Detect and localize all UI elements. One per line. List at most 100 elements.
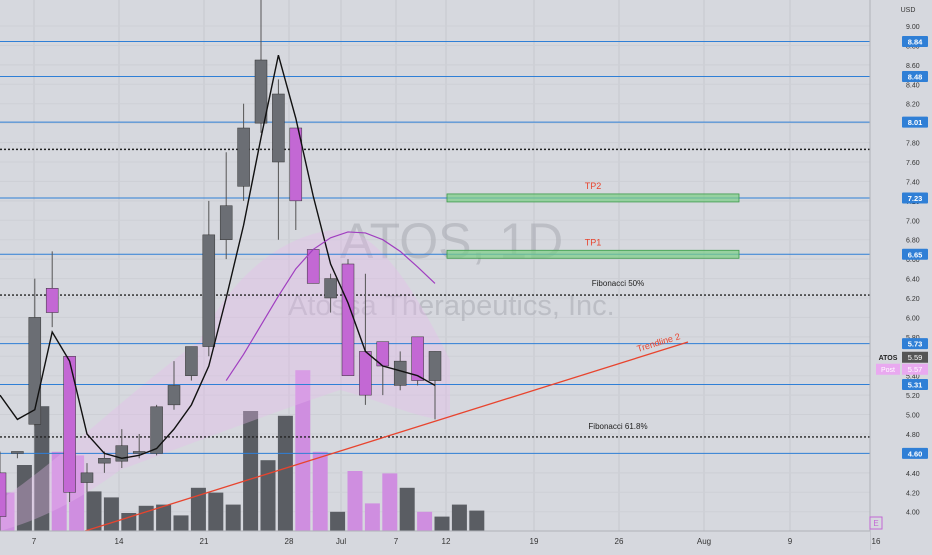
candle-body <box>428 351 442 381</box>
ticker-price: 5.59 <box>908 353 923 362</box>
volume-bar <box>277 415 293 531</box>
candle-body <box>254 59 268 124</box>
volume-bar <box>225 504 241 531</box>
y-tick-label: 6.40 <box>906 277 920 284</box>
volume-bar <box>51 451 67 531</box>
candle-body <box>0 472 7 517</box>
volume-bar <box>86 491 102 531</box>
y-tick-label: 7.80 <box>906 141 920 148</box>
candle-body <box>150 406 163 454</box>
candle-body <box>393 360 407 386</box>
post-tag-bg <box>876 363 900 375</box>
candle-body <box>11 451 24 454</box>
volume-bar <box>103 497 119 531</box>
footer-icon-box <box>869 516 883 530</box>
candle-body <box>324 278 337 299</box>
price-tag-5.31: 5.31 <box>908 380 923 389</box>
ma-slow-line <box>225 231 436 381</box>
volume-bar <box>173 515 189 531</box>
candle-body <box>219 205 233 240</box>
volume-bar <box>138 505 154 531</box>
footer-icon: E <box>873 519 878 528</box>
x-tick-label: 12 <box>442 537 451 546</box>
price-tag-6.65: 6.65 <box>908 250 923 259</box>
y-tick-label: 8.60 <box>906 63 920 70</box>
candle-body <box>359 351 372 396</box>
volume-bar <box>417 511 433 531</box>
volume-bar <box>190 487 206 531</box>
volume-bar <box>469 510 485 531</box>
volume-bar <box>295 370 311 531</box>
ticker-tag-bg <box>876 351 900 363</box>
y-tick-label: 5.40 <box>906 374 920 381</box>
volume-bar <box>208 492 224 531</box>
x-tick-label: 26 <box>615 537 624 546</box>
y-tick-label: 8.40 <box>906 82 920 89</box>
candle-body <box>272 93 285 163</box>
y-tick-label: 7.60 <box>906 160 920 167</box>
price-tag-7.23: 7.23 <box>908 194 923 203</box>
volume-bar <box>330 511 346 531</box>
y-tick-label: 6.80 <box>906 238 920 245</box>
candle-body <box>80 472 94 483</box>
x-tick-label: 19 <box>530 537 539 546</box>
ma-fast-line <box>0 54 436 459</box>
candle-body <box>237 127 250 187</box>
y-tick-label: 5.20 <box>906 393 920 400</box>
x-tick-label: 7 <box>32 537 37 546</box>
candle-body <box>63 356 76 493</box>
x-tick-label: 28 <box>285 537 294 546</box>
y-tick-label: 6.60 <box>906 257 920 264</box>
candle-body <box>202 234 216 347</box>
x-tick-label: Aug <box>697 537 711 546</box>
y-tick-label: 4.40 <box>906 471 920 478</box>
volume-bar <box>434 516 450 531</box>
annotation-fibonacci-50: Fibonacci 50% <box>592 279 644 288</box>
watermark-symbol: ATOS, 1D <box>340 213 563 269</box>
target-label-tp2: TP2 <box>585 181 602 191</box>
volume-bar <box>312 451 328 531</box>
target-box-tp1 <box>446 249 740 259</box>
y-tick-label: 5.00 <box>906 413 920 420</box>
y-tick-label: 6.20 <box>906 296 920 303</box>
price-tag-bg <box>902 248 928 260</box>
volume-bar <box>156 504 172 531</box>
price-tag-bg <box>902 116 928 128</box>
y-tick-label: 4.80 <box>906 432 920 439</box>
candle-body <box>98 458 111 464</box>
x-tick-label: 7 <box>394 537 399 546</box>
y-tick-label: 9.00 <box>906 24 920 31</box>
price-tag-8.01: 8.01 <box>908 118 923 127</box>
volume-bar <box>121 513 137 531</box>
price-tag-bg <box>902 71 928 83</box>
post-price: 5.57 <box>908 365 923 374</box>
volume-bar <box>399 487 415 531</box>
x-tick-label: 21 <box>200 537 209 546</box>
currency-label: USD <box>901 7 916 14</box>
y-tick-label: 6.00 <box>906 315 920 322</box>
target-box-tp2 <box>446 193 740 203</box>
x-tick-label: 9 <box>788 537 793 546</box>
x-tick-label: Jul <box>336 537 346 546</box>
price-tag-bg <box>902 378 928 390</box>
volume-bar <box>382 473 398 531</box>
post-price-bg <box>902 363 928 375</box>
volume-bar <box>16 465 32 531</box>
volume-bar <box>364 503 380 531</box>
y-tick-label: 4.20 <box>906 490 920 497</box>
x-tick-label: 14 <box>115 537 124 546</box>
candle-body <box>167 385 181 406</box>
price-tag-8.84: 8.84 <box>908 38 923 47</box>
volume-bar <box>243 411 259 531</box>
price-tag-bg <box>902 36 928 48</box>
candle-body <box>411 336 424 381</box>
price-tag-bg <box>902 447 928 459</box>
volume-bar <box>451 504 467 531</box>
y-tick-label: 7.40 <box>906 179 920 186</box>
y-tick-label: 8.20 <box>906 102 920 109</box>
candle-body <box>341 263 355 376</box>
candle-body <box>289 127 303 202</box>
price-tag-5.73: 5.73 <box>908 340 923 349</box>
